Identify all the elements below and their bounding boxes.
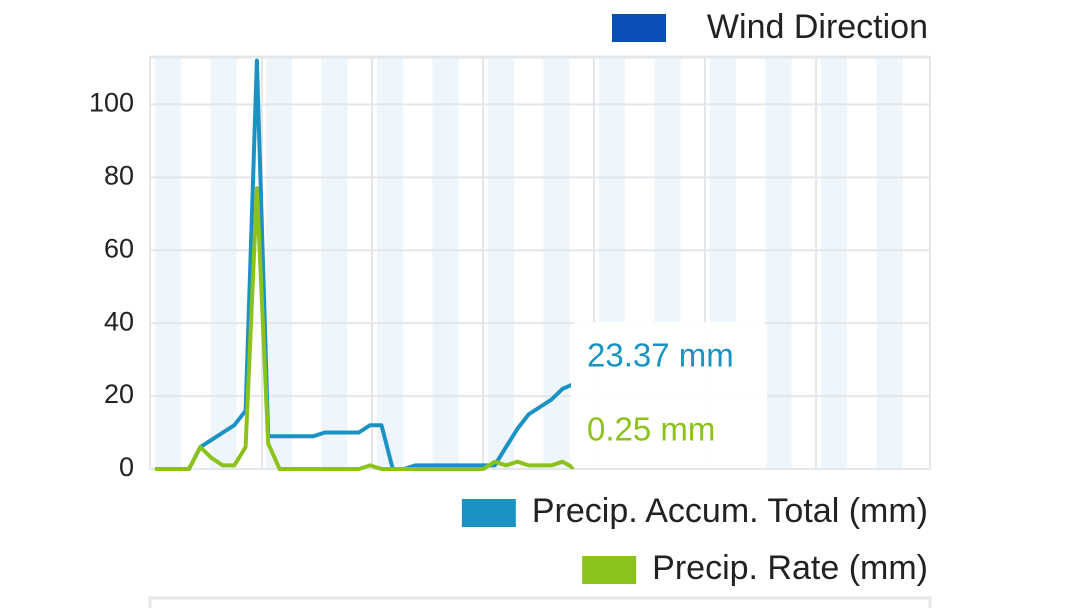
band (488, 57, 514, 469)
band (321, 57, 348, 469)
next-chart-edge (148, 596, 932, 608)
series-line (155, 186, 575, 471)
tooltip-text: 0.25 mm (587, 411, 715, 448)
y-tick-label: 20 (104, 379, 134, 409)
tooltip-text: 23.37 mm (587, 337, 734, 374)
band (266, 57, 292, 469)
band (543, 57, 570, 469)
band (876, 57, 903, 469)
y-tick-label: 100 (89, 88, 134, 118)
y-tick-label: 60 (104, 233, 134, 263)
band (377, 57, 403, 469)
legend-label: Wind Direction (707, 8, 928, 46)
band (765, 57, 792, 469)
band (210, 57, 237, 469)
y-tick-label: 0 (119, 452, 134, 482)
band (821, 57, 847, 469)
series-line (155, 58, 575, 471)
legend-label: Precip. Accum. Total (mm) (532, 492, 928, 530)
legend-swatch (461, 499, 516, 527)
band (432, 57, 459, 469)
y-tick-label: 80 (104, 160, 134, 190)
y-tick-label: 40 (104, 306, 134, 336)
legend-swatch (582, 556, 637, 584)
legend-label: Precip. Rate (mm) (652, 549, 928, 587)
tooltip-box (571, 322, 767, 468)
band (155, 57, 181, 469)
legend-swatch (612, 14, 666, 42)
